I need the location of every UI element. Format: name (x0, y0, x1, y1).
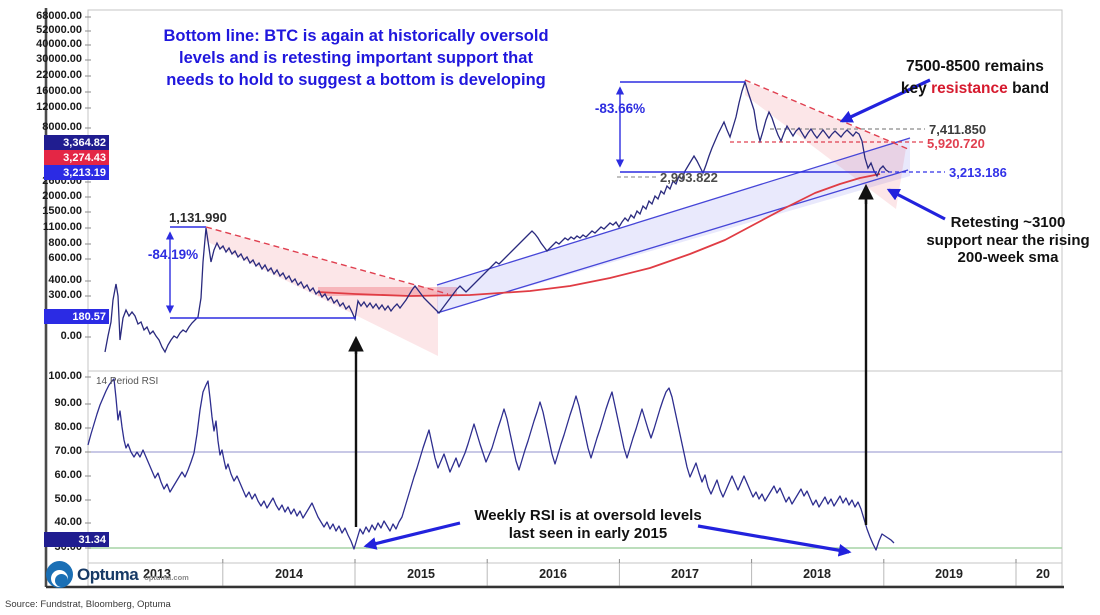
price-tick-label: 8000.00 (42, 121, 82, 133)
channel-top-line (436, 137, 911, 286)
price-tick-label: 40000.00 (36, 38, 82, 50)
rsi-series (87, 378, 895, 551)
peak-2013-label: 1,131.990 (169, 210, 227, 225)
price-tick-label: 400.00 (48, 274, 82, 286)
price-tick-label: 52000.00 (36, 24, 82, 36)
price-tick-label: 300.00 (48, 289, 82, 301)
price-tick-label: 800.00 (48, 237, 82, 249)
year-label: 2018 (803, 567, 831, 581)
arrow-rsi-2018 (697, 524, 852, 557)
drawdown-2014: -84.19% (147, 247, 199, 262)
year-label: 2014 (275, 567, 303, 581)
retesting-note: Retesting ~3100 support near the rising 20… (926, 214, 1090, 266)
year-label: 2017 (671, 567, 699, 581)
level-2993-label: 2,993.822 (660, 170, 718, 185)
rsi-tick-label: 90.00 (54, 397, 82, 409)
rsi-axis-box: 31.34 (44, 532, 109, 547)
optuma-logo-word: Optuma (77, 564, 139, 584)
rising-channel (437, 138, 910, 313)
support-band-2014 (318, 287, 457, 296)
price-tick-label: 12000.00 (36, 101, 82, 113)
sma-200w-line (317, 173, 881, 297)
price-tick-label: 1100.00 (42, 221, 82, 233)
price-tick-label: 16000.00 (36, 85, 82, 97)
year-label: 20 (1036, 567, 1050, 581)
rsi-tick-label: 40.00 (54, 516, 82, 528)
optuma-logo: Optuma optuma.com (46, 561, 189, 588)
thesis: Bottom line: BTC is again at historicall… (163, 27, 549, 89)
arrow-rsi-2015 (363, 521, 461, 550)
rsi-tick-label: 60.00 (54, 469, 82, 481)
price-tick-label: 22000.00 (36, 69, 82, 81)
level-7411-label: 7,411.850 (929, 122, 987, 137)
rsi-tick-label: 70.00 (54, 445, 82, 457)
year-label: 2013 (143, 567, 171, 581)
wedge-2014-topline (205, 226, 449, 295)
source-line: Source: Fundstrat, Bloomberg, Optuma (5, 599, 171, 610)
drawdown-2018: -83.66% (594, 101, 646, 116)
optuma-logo-domain: optuma.com (144, 573, 189, 582)
price-tick-label: 2000.00 (42, 190, 82, 202)
rsi-tick-label: 100.00 (48, 370, 82, 382)
price-axis-box: 3,274.43 (44, 150, 109, 165)
resistance-note: 7500-8500 remains key resistance band (900, 58, 1050, 97)
price-tick-label: 1500.00 (42, 205, 82, 217)
rsi-tick-label: 80.00 (54, 421, 82, 433)
price-tick-label: 30000.00 (36, 53, 82, 65)
arrow-retesting (886, 188, 946, 221)
rsi-panel-title: 14 Period RSI (96, 376, 159, 387)
year-label: 2016 (539, 567, 567, 581)
level-5920-label: 5,920.720 (927, 136, 985, 151)
level-3213-label: 3,213.186 (949, 165, 1007, 180)
weekly-rsi-note: Weekly RSI is at oversold levels last see… (474, 507, 702, 542)
price-series (104, 79, 890, 354)
price-axis-box: 3,364.82 (44, 135, 109, 150)
price-tick-label: 68000.00 (36, 10, 82, 22)
optuma-logo-icon (46, 561, 73, 588)
arrow-resistance (839, 78, 931, 123)
price-axis-box: 3,213.19 (44, 165, 109, 180)
price-tick-label: 0.00 (60, 330, 82, 342)
rsi-tick-label: 50.00 (54, 493, 82, 505)
channel-bottom-line (436, 169, 909, 314)
year-label: 2019 (935, 567, 963, 581)
price-tick-label: 600.00 (48, 252, 82, 264)
price-axis-box: 180.57 (44, 309, 109, 324)
year-label: 2015 (407, 567, 435, 581)
